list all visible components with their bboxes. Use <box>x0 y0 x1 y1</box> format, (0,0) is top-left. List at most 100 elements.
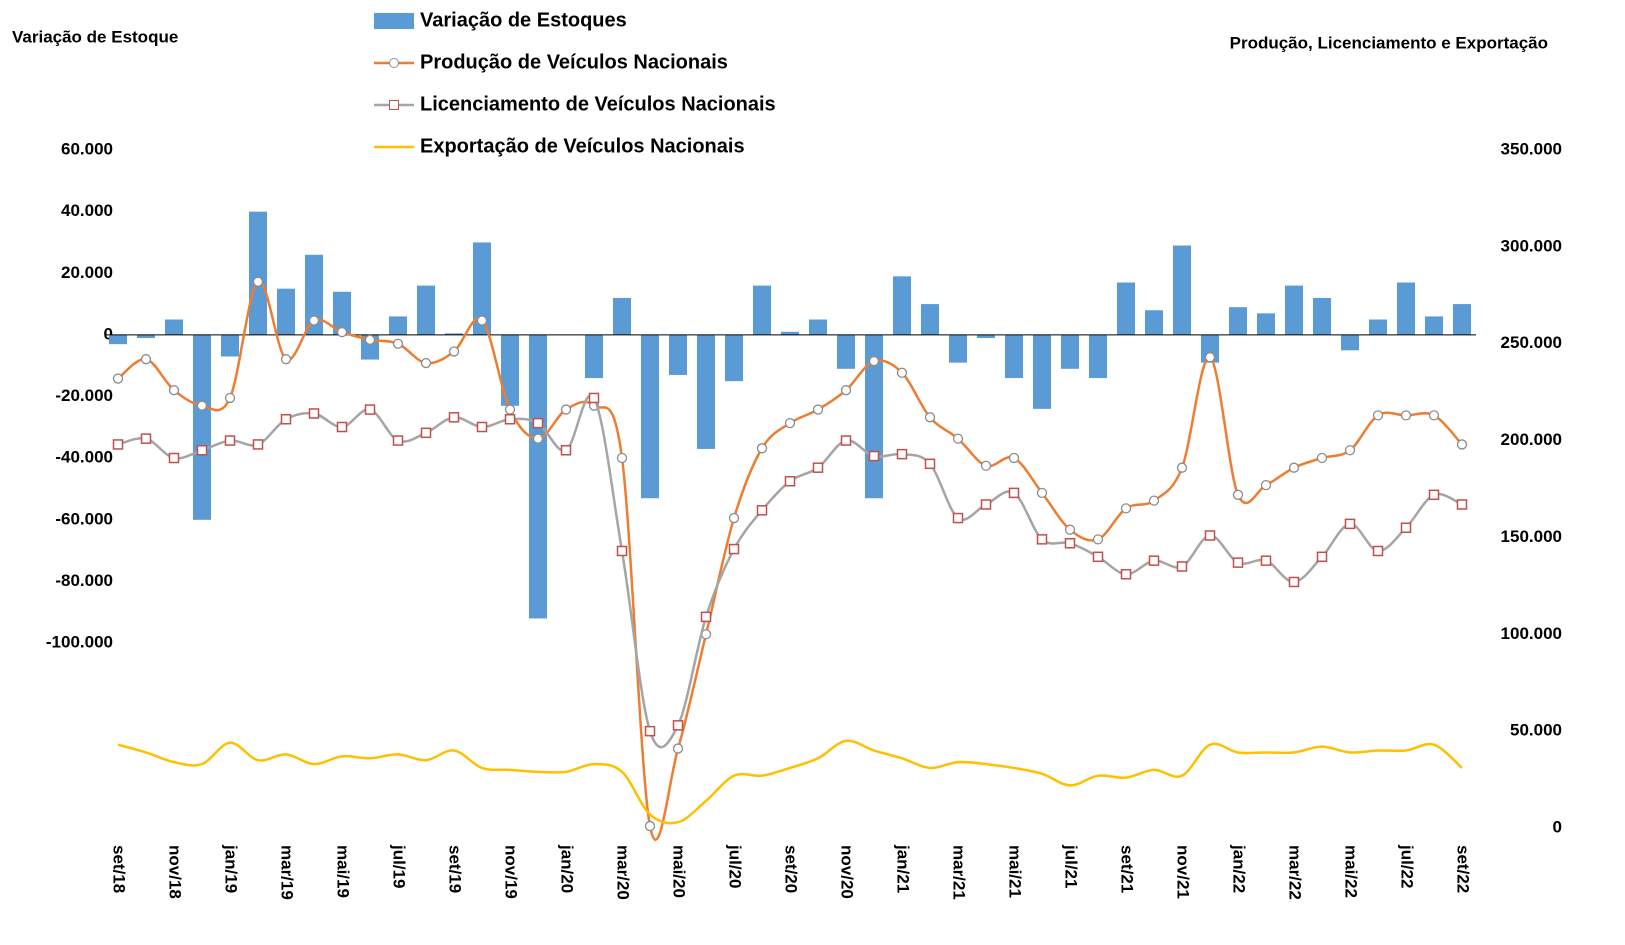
marker <box>1148 555 1160 566</box>
bar <box>137 334 155 338</box>
marker <box>1372 410 1384 421</box>
marker <box>1316 551 1328 563</box>
bar <box>809 319 827 335</box>
bar <box>1397 282 1415 335</box>
marker <box>168 385 180 396</box>
bar <box>613 297 631 335</box>
marker <box>308 408 320 419</box>
legend-marker <box>389 58 399 68</box>
marker <box>1428 489 1440 501</box>
line <box>117 393 1463 749</box>
bar <box>949 334 967 363</box>
marker <box>728 512 740 524</box>
marker <box>560 404 572 415</box>
marker <box>1344 445 1356 456</box>
marker <box>644 820 656 832</box>
marker <box>756 443 768 454</box>
bar <box>1117 282 1135 335</box>
bar <box>249 211 267 335</box>
marker <box>504 414 516 425</box>
y2-tick-label: 50.000 <box>1510 721 1562 740</box>
marker <box>1288 576 1300 588</box>
marker <box>784 417 796 429</box>
marker <box>868 355 880 367</box>
y2-tick-label: 150.000 <box>1501 527 1562 546</box>
x-tick-label: nov/18 <box>166 845 185 899</box>
marker <box>1232 557 1244 568</box>
bar <box>1257 313 1275 335</box>
marker <box>812 404 824 415</box>
x-tick-label: mai/21 <box>1006 845 1025 898</box>
marker <box>504 404 516 415</box>
bar <box>417 285 435 335</box>
marker <box>252 439 264 450</box>
bar <box>1369 319 1387 335</box>
marker <box>840 385 852 396</box>
marker <box>532 417 544 429</box>
x-tick-label: nov/19 <box>502 845 521 899</box>
bar <box>445 333 463 335</box>
marker <box>448 346 460 357</box>
marker <box>1204 352 1216 363</box>
x-tick-label: set/18 <box>110 845 129 893</box>
marker <box>812 462 824 473</box>
marker <box>672 720 684 731</box>
bar <box>1313 297 1331 335</box>
marker <box>1008 487 1020 499</box>
marker <box>700 611 712 623</box>
x-tick-label: mai/20 <box>670 845 689 898</box>
y-tick-label: -40.000 <box>55 448 113 467</box>
bar <box>753 285 771 335</box>
marker <box>1176 561 1188 572</box>
bar <box>641 334 659 499</box>
y-tick-label: 20.000 <box>61 263 113 282</box>
marker <box>560 445 572 456</box>
y-tick-label: -20.000 <box>55 386 113 405</box>
bar <box>1061 334 1079 369</box>
marker <box>1456 439 1468 450</box>
marker <box>420 357 432 369</box>
marker <box>252 276 264 287</box>
bar <box>333 291 351 335</box>
marker <box>420 427 432 439</box>
marker <box>1456 499 1468 510</box>
marker <box>364 404 376 415</box>
marker <box>112 373 124 384</box>
marker <box>364 334 376 345</box>
marker <box>924 412 936 423</box>
y2-tick-label: 250.000 <box>1501 333 1562 352</box>
bar <box>781 331 799 335</box>
x-tick-label: jan/21 <box>894 844 913 893</box>
marker <box>952 512 964 524</box>
marker <box>1092 534 1104 545</box>
bar <box>1145 310 1163 335</box>
marker <box>868 450 880 462</box>
marker <box>336 421 348 433</box>
legend-label: Licenciamento de Veículos Nacionais <box>420 93 776 115</box>
marker <box>196 400 208 411</box>
bar <box>1173 245 1191 335</box>
x-tick-label: jul/22 <box>1398 844 1417 888</box>
y2-tick-label: 300.000 <box>1501 236 1562 255</box>
x-tick-label: mar/20 <box>614 845 633 900</box>
marker <box>616 452 628 464</box>
x-tick-label: set/19 <box>446 845 465 893</box>
legend-label: Produção de Veículos Nacionais <box>420 51 728 73</box>
marker <box>392 435 404 446</box>
bar <box>389 316 407 335</box>
marker <box>476 315 488 326</box>
marker <box>1036 487 1048 499</box>
bar <box>305 254 323 335</box>
marker <box>588 392 600 404</box>
y-tick-label: 0 <box>104 324 113 343</box>
marker <box>1260 555 1272 566</box>
bar <box>1285 285 1303 335</box>
marker <box>1036 534 1048 545</box>
marker <box>1120 568 1132 580</box>
x-tick-label: set/20 <box>782 845 801 893</box>
bar <box>1005 334 1023 379</box>
marker <box>280 354 292 365</box>
marker <box>1260 479 1272 491</box>
marker <box>224 392 236 404</box>
